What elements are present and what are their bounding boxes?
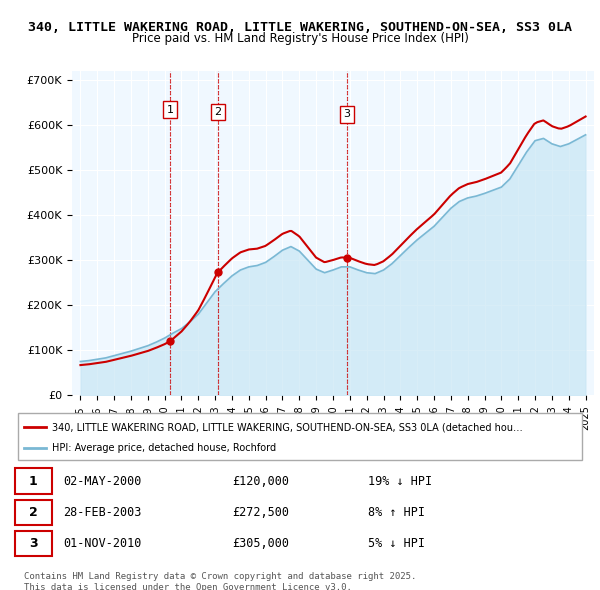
Text: 01-NOV-2010: 01-NOV-2010 xyxy=(63,537,142,550)
Text: 5% ↓ HPI: 5% ↓ HPI xyxy=(368,537,425,550)
Text: HPI: Average price, detached house, Rochford: HPI: Average price, detached house, Roch… xyxy=(52,444,276,453)
FancyBboxPatch shape xyxy=(15,500,52,525)
Text: 8% ↑ HPI: 8% ↑ HPI xyxy=(368,506,425,519)
Text: Price paid vs. HM Land Registry's House Price Index (HPI): Price paid vs. HM Land Registry's House … xyxy=(131,32,469,45)
FancyBboxPatch shape xyxy=(15,468,52,494)
Text: 2: 2 xyxy=(214,107,221,117)
Text: £120,000: £120,000 xyxy=(232,475,289,488)
Text: 1: 1 xyxy=(167,105,173,114)
Text: 340, LITTLE WAKERING ROAD, LITTLE WAKERING, SOUTHEND-ON-SEA, SS3 0LA: 340, LITTLE WAKERING ROAD, LITTLE WAKERI… xyxy=(28,21,572,34)
Text: 3: 3 xyxy=(344,109,350,119)
Text: 340, LITTLE WAKERING ROAD, LITTLE WAKERING, SOUTHEND-ON-SEA, SS3 0LA (detached h: 340, LITTLE WAKERING ROAD, LITTLE WAKERI… xyxy=(52,422,523,432)
FancyBboxPatch shape xyxy=(18,413,582,460)
Text: Contains HM Land Registry data © Crown copyright and database right 2025.
This d: Contains HM Land Registry data © Crown c… xyxy=(24,572,416,590)
Text: 02-MAY-2000: 02-MAY-2000 xyxy=(63,475,142,488)
Text: 1: 1 xyxy=(29,475,38,488)
Text: £272,500: £272,500 xyxy=(232,506,289,519)
Text: £305,000: £305,000 xyxy=(232,537,289,550)
Text: 19% ↓ HPI: 19% ↓ HPI xyxy=(368,475,432,488)
Text: 3: 3 xyxy=(29,537,38,550)
Text: 28-FEB-2003: 28-FEB-2003 xyxy=(63,506,142,519)
FancyBboxPatch shape xyxy=(15,531,52,556)
Text: 2: 2 xyxy=(29,506,38,519)
